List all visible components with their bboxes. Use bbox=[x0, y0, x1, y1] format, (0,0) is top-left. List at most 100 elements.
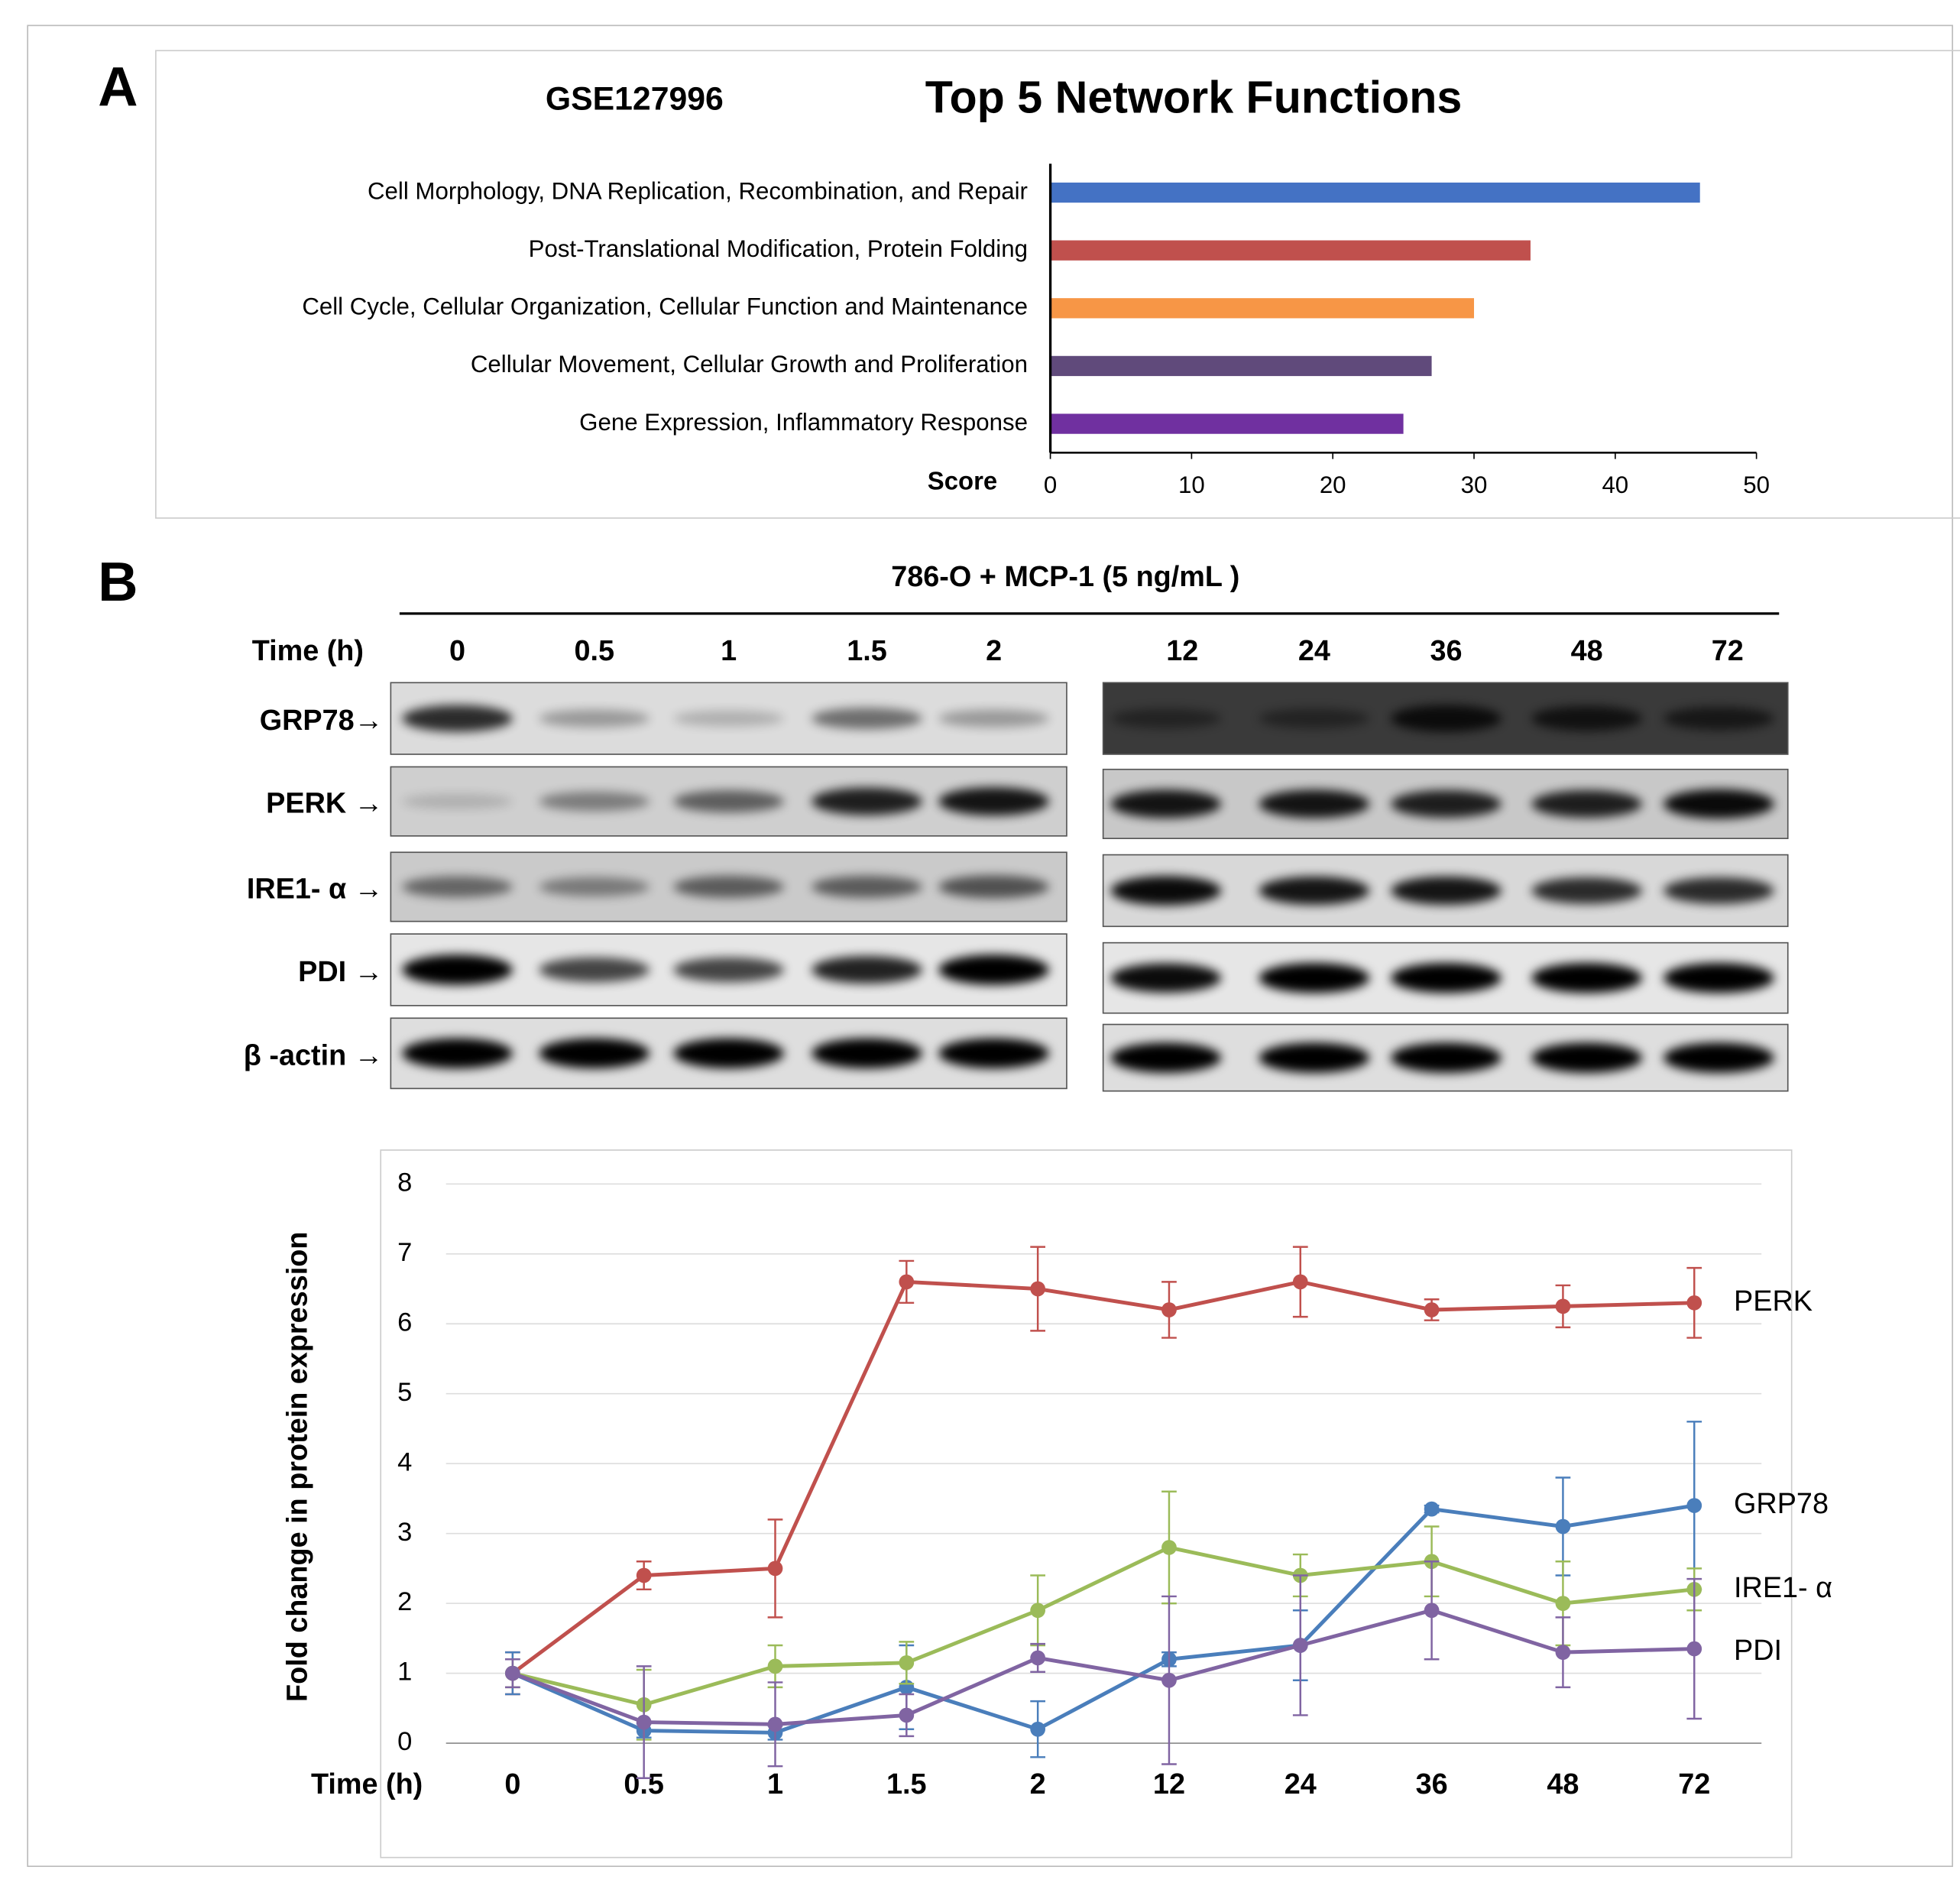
data-point bbox=[1292, 1274, 1308, 1290]
blot-time: 12 bbox=[1166, 635, 1198, 667]
blot-band bbox=[938, 875, 1049, 899]
chart-title: Top 5 Network Functions bbox=[925, 72, 1463, 123]
data-point bbox=[1555, 1596, 1571, 1611]
blot-time: 0.5 bbox=[574, 635, 614, 667]
y-tick-label: 5 bbox=[397, 1378, 412, 1407]
blot-time: 72 bbox=[1712, 635, 1744, 667]
data-point bbox=[1030, 1650, 1045, 1666]
panel-a-frame bbox=[155, 50, 1960, 519]
bar bbox=[1050, 182, 1700, 203]
data-point bbox=[1161, 1540, 1177, 1555]
data-point bbox=[899, 1707, 915, 1723]
data-point bbox=[1686, 1295, 1702, 1311]
panel-label: B bbox=[98, 552, 138, 613]
blot-band bbox=[1391, 1042, 1502, 1073]
x-tick-label: 48 bbox=[1547, 1768, 1579, 1800]
blot-time: 36 bbox=[1430, 635, 1462, 667]
blot-band bbox=[402, 705, 513, 732]
blot-band bbox=[1259, 876, 1370, 905]
panel-label: A bbox=[98, 57, 138, 118]
y-tick-label: 4 bbox=[397, 1447, 412, 1476]
x-tick-label: 50 bbox=[1743, 472, 1770, 498]
data-point bbox=[767, 1716, 783, 1732]
blot-band bbox=[539, 791, 650, 812]
blot-time: 2 bbox=[986, 635, 1002, 667]
series-line bbox=[512, 1545, 1695, 1707]
blot-band bbox=[673, 710, 784, 727]
category-label: Cell Morphology, DNA Replication, Recomb… bbox=[368, 177, 1028, 204]
x-tick-label: 24 bbox=[1285, 1768, 1317, 1800]
bar bbox=[1050, 240, 1531, 261]
data-point bbox=[1161, 1672, 1177, 1688]
y-tick-label: 1 bbox=[397, 1658, 412, 1687]
category-label: Cellular Movement, Cellular Growth and P… bbox=[471, 351, 1028, 378]
x-axis-label: Score bbox=[928, 467, 997, 495]
data-point bbox=[1030, 1721, 1045, 1737]
blot-band bbox=[402, 793, 513, 809]
blot-band bbox=[539, 877, 650, 897]
blot-band bbox=[938, 709, 1049, 728]
blot-band bbox=[812, 875, 922, 899]
blot-band bbox=[1391, 876, 1502, 905]
data-point bbox=[899, 1655, 915, 1671]
data-point bbox=[504, 1665, 520, 1681]
data-point bbox=[767, 1658, 783, 1674]
data-point bbox=[1686, 1498, 1702, 1513]
series-line bbox=[511, 1279, 1695, 1675]
y-tick-label: 2 bbox=[397, 1587, 412, 1616]
series-line bbox=[511, 1608, 1695, 1726]
y-tick-label: 6 bbox=[397, 1308, 412, 1337]
blot-band bbox=[1259, 1042, 1370, 1073]
blot-time-label: Time (h) bbox=[252, 635, 364, 667]
blot-row-label: PERK → bbox=[266, 788, 383, 820]
blot-band bbox=[1531, 877, 1643, 904]
bar bbox=[1050, 355, 1432, 377]
x-tick-label: 30 bbox=[1461, 472, 1488, 498]
data-point bbox=[1030, 1603, 1045, 1619]
blot-band bbox=[1663, 789, 1774, 819]
blot-band bbox=[812, 955, 922, 984]
blot-band bbox=[812, 708, 922, 730]
panel-b-frame bbox=[380, 1149, 1793, 1859]
blot-band bbox=[1110, 876, 1222, 906]
y-tick-label: 3 bbox=[397, 1518, 412, 1547]
blot-band bbox=[938, 1038, 1049, 1069]
blot-band bbox=[1663, 877, 1774, 904]
data-point bbox=[1424, 1302, 1440, 1317]
x-tick-label: 20 bbox=[1320, 472, 1346, 498]
blot-band bbox=[812, 787, 922, 815]
bar bbox=[1050, 298, 1475, 319]
x-tick-label: 10 bbox=[1178, 472, 1205, 498]
blot-band bbox=[402, 876, 513, 898]
blot-band bbox=[673, 875, 784, 899]
data-point bbox=[1161, 1302, 1177, 1317]
blot-band bbox=[938, 954, 1049, 985]
blot-time: 24 bbox=[1298, 635, 1330, 667]
series-label: PERK bbox=[1734, 1285, 1813, 1317]
blot-band bbox=[1391, 705, 1502, 732]
blot-band bbox=[1531, 705, 1643, 731]
x-tick-label: 0 bbox=[504, 1768, 520, 1800]
chart-subtitle: GSE127996 bbox=[546, 80, 724, 117]
series-label: IRE1- α bbox=[1734, 1572, 1832, 1604]
x-tick-label: 12 bbox=[1153, 1768, 1185, 1800]
series-label: PDI bbox=[1734, 1635, 1782, 1667]
blot-band bbox=[1110, 789, 1222, 818]
blot-row-label: GRP78→ bbox=[260, 705, 384, 737]
blot-band bbox=[673, 957, 784, 983]
x-tick-label: 1 bbox=[767, 1768, 783, 1800]
y-tick-label: 8 bbox=[397, 1168, 412, 1197]
data-point bbox=[1424, 1603, 1440, 1619]
blot-band bbox=[539, 1038, 650, 1069]
outer-frame bbox=[27, 24, 1953, 1867]
blot-band bbox=[1259, 789, 1370, 818]
blot-row-label: PDI → bbox=[298, 956, 383, 988]
blot-band bbox=[812, 1038, 922, 1069]
data-point bbox=[899, 1274, 915, 1290]
blot-band bbox=[1110, 963, 1222, 993]
blot-band bbox=[1531, 1042, 1643, 1073]
data-point bbox=[1292, 1638, 1308, 1653]
blot-band bbox=[1110, 1042, 1222, 1073]
category-label: Cell Cycle, Cellular Organization, Cellu… bbox=[302, 293, 1028, 320]
blot-band bbox=[539, 709, 650, 728]
